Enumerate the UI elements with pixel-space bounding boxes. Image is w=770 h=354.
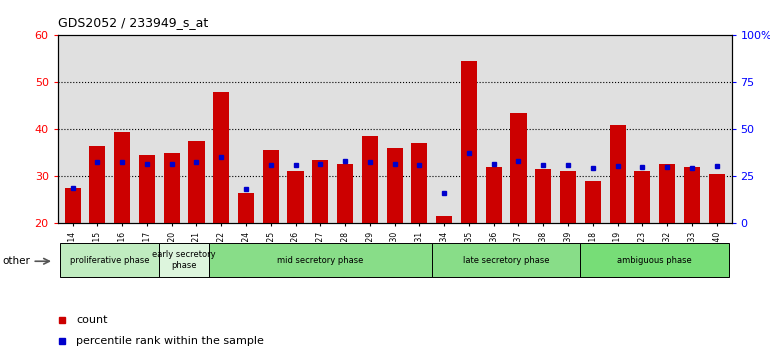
Bar [584, 181, 601, 223]
Text: late secretory phase: late secretory phase [463, 256, 549, 265]
Bar [337, 164, 353, 223]
Bar [684, 167, 700, 223]
Bar [581, 243, 729, 277]
Text: proliferative phase: proliferative phase [70, 256, 149, 265]
Bar [610, 125, 625, 223]
Bar [387, 148, 403, 223]
Text: percentile rank within the sample: percentile rank within the sample [76, 336, 264, 346]
Bar [511, 113, 527, 223]
Bar [209, 243, 432, 277]
Bar [238, 193, 254, 223]
Bar [708, 174, 725, 223]
Bar [65, 188, 81, 223]
Bar [634, 171, 651, 223]
Bar [411, 143, 427, 223]
Bar [159, 243, 209, 277]
Bar [486, 167, 502, 223]
Bar [60, 243, 159, 277]
Bar [189, 141, 205, 223]
Bar [313, 160, 328, 223]
Text: early secretory
phase: early secretory phase [152, 251, 216, 270]
Bar [436, 216, 452, 223]
Bar [89, 145, 105, 223]
Bar [461, 61, 477, 223]
Text: mid secretory phase: mid secretory phase [277, 256, 363, 265]
Bar [139, 155, 155, 223]
Bar [535, 169, 551, 223]
Bar [164, 153, 179, 223]
Bar [560, 171, 576, 223]
Bar [263, 150, 279, 223]
Bar [114, 132, 130, 223]
Text: ambiguous phase: ambiguous phase [618, 256, 692, 265]
Bar [659, 164, 675, 223]
Bar [287, 171, 303, 223]
Bar [362, 136, 378, 223]
Text: count: count [76, 315, 108, 325]
Text: other: other [2, 256, 30, 266]
Text: GDS2052 / 233949_s_at: GDS2052 / 233949_s_at [58, 16, 208, 29]
Bar [432, 243, 581, 277]
Bar [213, 92, 229, 223]
